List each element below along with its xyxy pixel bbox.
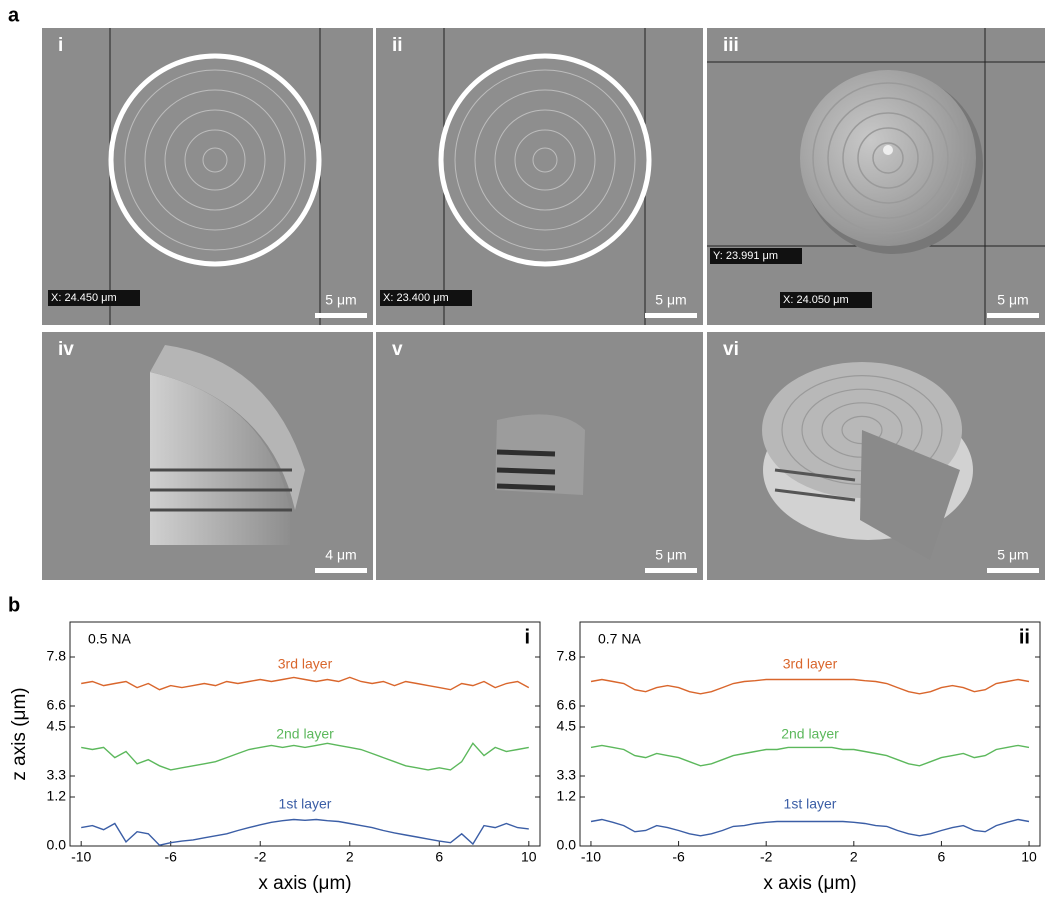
series-label: 3rd layer <box>783 656 838 672</box>
data-line <box>81 820 529 846</box>
sem-image: iii 5 μm Y: 23.991 μm X: 24.050 μm <box>707 28 1045 325</box>
series-label: 2nd layer <box>276 726 334 742</box>
y-axis-label: z axis (μm) <box>9 687 30 780</box>
sem-image: iv 4 μm <box>42 332 373 580</box>
sem-image: ii 5 μm X: 23.400 μm <box>376 28 703 325</box>
sem-image: v 5 μm <box>376 332 703 580</box>
y-tick-label: 0.0 <box>47 837 67 853</box>
image-label: vi <box>723 339 739 360</box>
x-tick-label: -2 <box>254 849 267 865</box>
x-axis-label: x axis (μm) <box>763 873 856 894</box>
x-tick-label: 6 <box>938 849 946 865</box>
data-line <box>591 745 1029 765</box>
series-label: 1st layer <box>279 796 332 812</box>
scale-bar <box>315 313 367 318</box>
x-tick-label: 2 <box>346 849 354 865</box>
panel-label: a <box>8 4 20 26</box>
series-label: 1st layer <box>784 796 837 812</box>
measurement-label: X: 24.050 μm <box>783 294 849 306</box>
layer <box>497 470 555 472</box>
image-label: v <box>392 339 403 360</box>
image-label: iv <box>58 339 74 360</box>
layer <box>497 486 555 488</box>
y-tick-label: 6.6 <box>47 697 67 713</box>
panel-number: ii <box>1019 626 1030 648</box>
series-label: 2nd layer <box>781 726 839 742</box>
scale-label: 5 μm <box>997 292 1028 308</box>
scale-bar <box>645 313 697 318</box>
measurement-label: X: 23.400 μm <box>383 292 449 304</box>
layer <box>497 452 555 454</box>
figure: ai5 μmX: 24.450 μmii5 μmX: 23.400 μmiii5… <box>0 0 1045 898</box>
structure <box>800 70 976 246</box>
scale-bar <box>987 568 1039 573</box>
y-tick-label: 4.5 <box>47 718 67 734</box>
x-tick-label: 2 <box>850 849 858 865</box>
annotation: 0.5 NA <box>88 631 131 647</box>
x-tick-label: -10 <box>581 849 601 865</box>
x-tick-label: -6 <box>164 849 177 865</box>
scale-label: 4 μm <box>325 547 356 563</box>
annotation: 0.7 NA <box>598 631 641 647</box>
scale-bar <box>645 568 697 573</box>
y-tick-label: 4.5 <box>557 718 577 734</box>
y-tick-label: 7.8 <box>47 648 67 664</box>
x-tick-label: -2 <box>760 849 773 865</box>
data-line <box>81 677 529 689</box>
y-tick-label: 3.3 <box>47 767 67 783</box>
data-line <box>591 680 1029 694</box>
scale-label: 5 μm <box>655 292 686 308</box>
structure <box>111 56 319 264</box>
scale-bar <box>987 313 1039 318</box>
y-tick-label: 3.3 <box>557 767 577 783</box>
x-tick-label: 10 <box>521 849 537 865</box>
sem-image: i 5 μm X: 24.450 μm <box>42 28 373 325</box>
y-tick-label: 1.2 <box>557 788 577 804</box>
y-tick-label: 7.8 <box>557 648 577 664</box>
structure <box>441 56 649 264</box>
data-line <box>591 820 1029 836</box>
measurement-label: Y: 23.991 μm <box>713 250 778 262</box>
measurement-label: X: 24.450 μm <box>51 292 117 304</box>
x-tick-label: -10 <box>71 849 91 865</box>
tip <box>883 145 893 155</box>
image-label: i <box>58 35 63 56</box>
y-tick-label: 6.6 <box>557 697 577 713</box>
x-tick-label: 10 <box>1021 849 1037 865</box>
scale-bar <box>315 568 367 573</box>
scale-label: 5 μm <box>325 292 356 308</box>
sem-image: vi 5 μm <box>707 332 1045 580</box>
image-label: iii <box>723 35 739 56</box>
scale-label: 5 μm <box>655 547 686 563</box>
y-tick-label: 1.2 <box>47 788 67 804</box>
panel-number: i <box>524 626 530 648</box>
y-tick-label: 0.0 <box>557 837 577 853</box>
x-axis-label: x axis (μm) <box>258 873 351 894</box>
scale-label: 5 μm <box>997 547 1028 563</box>
x-tick-label: -6 <box>672 849 685 865</box>
x-tick-label: 6 <box>435 849 443 865</box>
panel-label: b <box>8 594 20 616</box>
series-label: 3rd layer <box>278 656 333 672</box>
image-label: ii <box>392 35 403 56</box>
data-line <box>81 743 529 770</box>
